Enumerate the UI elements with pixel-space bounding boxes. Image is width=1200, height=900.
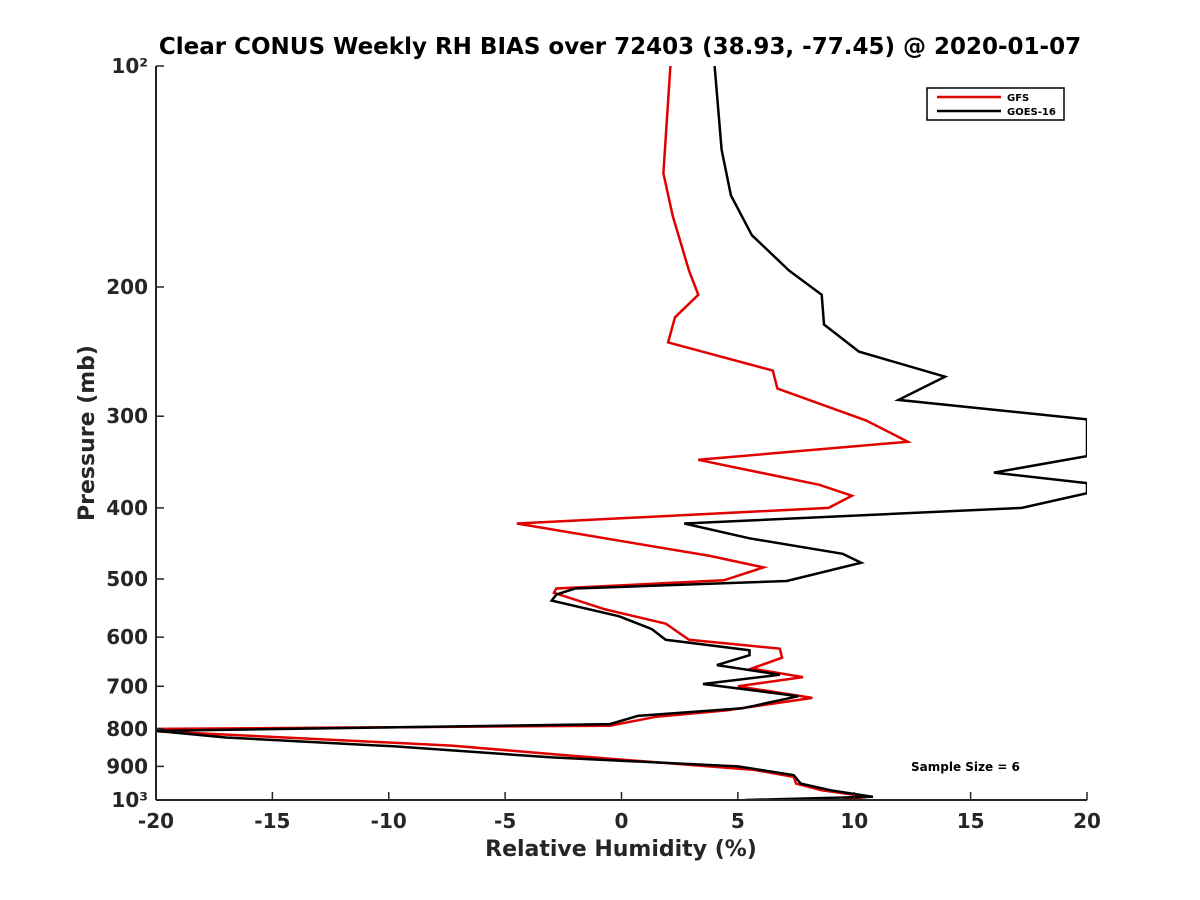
- x-tick-label: -5: [494, 809, 516, 833]
- x-tick-label: -10: [371, 809, 407, 833]
- y-tick-label: 600: [106, 625, 148, 649]
- x-ticks: -20 -15 -10 -5 0 5 10 15 20: [138, 792, 1101, 833]
- x-tick-label: 5: [731, 809, 745, 833]
- y-tick-label: 800: [106, 717, 148, 741]
- x-tick-label: 10: [840, 809, 868, 833]
- x-tick-label: 20: [1073, 809, 1101, 833]
- y-tick-label: 700: [106, 674, 148, 698]
- y-axis-title: Pressure (mb): [75, 345, 100, 521]
- y-ticks: 10² 200 300 400 500 600 700 800 900 10³: [106, 54, 164, 812]
- chart-title: Clear CONUS Weekly RH BIAS over 72403 (3…: [159, 34, 1081, 60]
- sample-size-annotation: Sample Size = 6: [911, 760, 1020, 774]
- y-tick-label: 200: [106, 275, 148, 299]
- y-tick-label: 400: [106, 496, 148, 520]
- x-tick-label: 0: [615, 809, 629, 833]
- y-tick-label: 10³: [111, 788, 148, 812]
- y-tick-label: 300: [106, 404, 148, 428]
- x-tick-label: -15: [254, 809, 290, 833]
- legend: GFS GOES-16: [926, 87, 1065, 121]
- plot-lines: [156, 66, 1087, 800]
- series-line-gfs: [156, 66, 913, 800]
- legend-label-goes16: GOES-16: [1007, 107, 1056, 118]
- x-axis-title: Relative Humidity (%): [485, 837, 757, 862]
- x-tick-label: 15: [957, 809, 985, 833]
- y-tick-label: 500: [106, 567, 148, 591]
- x-tick-label: -20: [138, 809, 174, 833]
- legend-box: [926, 87, 1065, 121]
- legend-label-gfs: GFS: [1007, 93, 1029, 104]
- series-line-goes16: [156, 66, 1087, 800]
- y-tick-label: 10²: [111, 54, 148, 78]
- y-tick-label: 900: [106, 754, 148, 778]
- axes: [155, 66, 1087, 801]
